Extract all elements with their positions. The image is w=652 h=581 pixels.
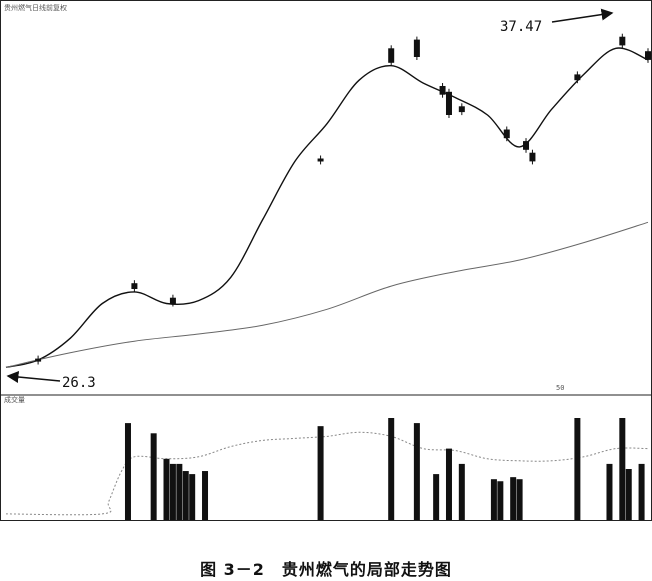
volume-bar	[574, 418, 581, 520]
volume-bar	[176, 463, 183, 520]
volume-bar	[388, 418, 395, 520]
chart-frame: 贵州燃气日线前复权 成交量 50 26.3 37.47	[0, 0, 652, 521]
volume-bar	[490, 479, 497, 520]
candlestick	[35, 358, 42, 362]
volume-average-line	[5, 431, 649, 516]
candlestick	[645, 51, 651, 60]
long-moving-average-line	[5, 221, 649, 368]
candlestick	[169, 297, 176, 304]
candlestick	[503, 129, 510, 139]
low-price-label: 26.3	[62, 375, 96, 391]
volume-bar	[497, 481, 504, 520]
corner-mark: 50	[556, 384, 564, 392]
candlestick	[317, 158, 324, 162]
volume-bar	[458, 463, 465, 520]
volume-bar	[445, 448, 452, 520]
volume-panel	[5, 418, 649, 520]
candlestick	[388, 48, 395, 63]
header-text: 贵州燃气日线前复权	[4, 3, 67, 12]
volume-bar	[150, 433, 157, 520]
volume-bar	[202, 471, 209, 520]
high-price-arrow	[551, 8, 614, 23]
candlestick	[619, 36, 626, 46]
candlestick	[523, 141, 530, 150]
candlestick	[413, 39, 420, 57]
short-moving-average-line	[5, 47, 649, 368]
volume-bar	[625, 469, 632, 520]
volume-bar	[619, 418, 626, 520]
candlestick	[131, 283, 138, 289]
volume-bar	[516, 479, 523, 520]
volume-bar	[413, 423, 420, 520]
candlestick	[439, 86, 446, 95]
volume-bar	[638, 463, 645, 520]
volume-bar	[182, 471, 189, 520]
candlestick	[529, 152, 536, 162]
low-price-arrow	[6, 371, 61, 383]
price-panel	[5, 33, 651, 368]
candlestick	[445, 91, 452, 115]
volume-bar	[433, 474, 440, 520]
candlestick	[574, 74, 581, 81]
candlestick	[458, 106, 465, 113]
chart-border	[0, 0, 652, 521]
volume-panel-label: 成交量	[4, 395, 25, 404]
volume-bar	[163, 458, 170, 520]
figure-caption: 图 3－2 贵州燃气的局部走势图	[200, 560, 452, 579]
volume-bar	[606, 463, 613, 520]
volume-bar	[189, 474, 196, 520]
volume-bar	[124, 423, 131, 520]
volume-bar	[317, 426, 324, 520]
volume-bar	[169, 463, 176, 520]
high-price-label: 37.47	[500, 19, 542, 35]
volume-bar	[510, 477, 517, 520]
